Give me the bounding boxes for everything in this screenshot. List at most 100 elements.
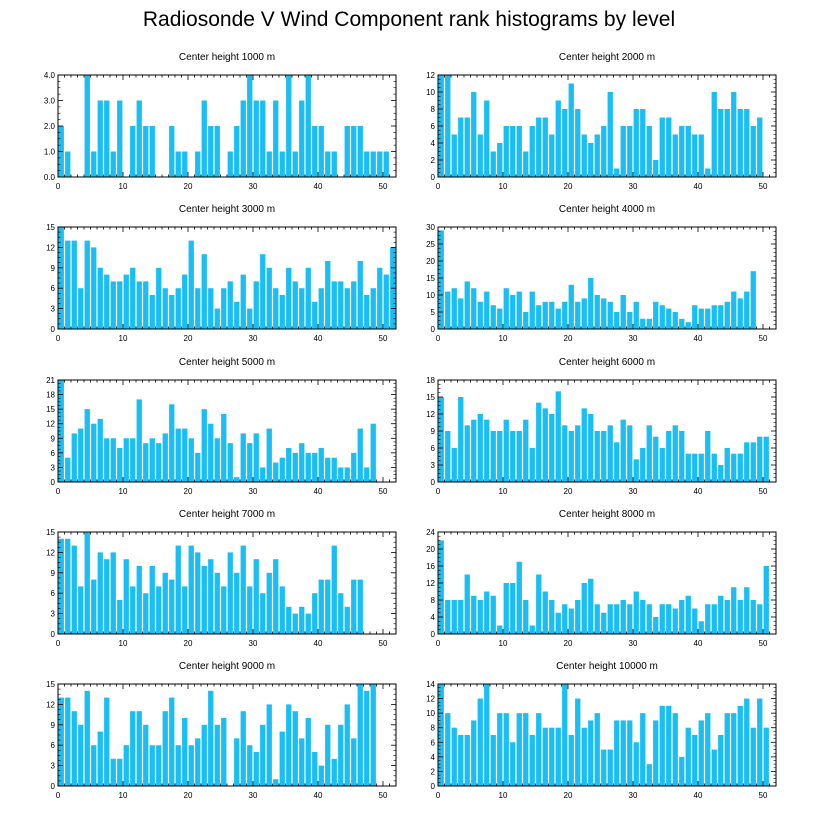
bar xyxy=(169,295,175,329)
bar xyxy=(195,151,201,177)
bar xyxy=(692,608,698,634)
x-tick-label: 20 xyxy=(184,639,193,648)
y-tick-label: 9 xyxy=(51,721,56,730)
bar xyxy=(672,608,678,634)
x-tick-label: 10 xyxy=(499,334,508,343)
bar xyxy=(477,698,483,786)
bar xyxy=(562,109,568,177)
bar xyxy=(97,100,103,177)
bar xyxy=(633,459,639,482)
bar xyxy=(445,431,451,482)
x-tick-label: 0 xyxy=(436,639,441,648)
bar xyxy=(484,291,490,329)
bar xyxy=(130,711,136,786)
bar xyxy=(279,586,285,634)
bar xyxy=(156,586,162,634)
bar xyxy=(130,438,136,482)
bar xyxy=(581,134,587,177)
bar xyxy=(568,83,574,177)
bar xyxy=(484,684,490,786)
bar xyxy=(523,600,529,634)
bar xyxy=(588,578,594,634)
x-tick-label: 10 xyxy=(119,487,128,496)
y-tick-label: 3 xyxy=(51,305,56,314)
bar xyxy=(123,745,129,786)
bar xyxy=(555,391,561,482)
bar xyxy=(351,281,357,329)
bar xyxy=(149,295,155,329)
bar xyxy=(351,452,357,482)
bar xyxy=(351,738,357,786)
bar xyxy=(698,308,704,329)
y-tick-label: 18 xyxy=(426,376,435,385)
bar xyxy=(260,724,266,786)
bar xyxy=(685,595,691,634)
y-tick-label: 0 xyxy=(51,325,56,334)
bar xyxy=(208,559,214,634)
x-tick-label: 40 xyxy=(694,334,703,343)
bar xyxy=(318,765,324,786)
bar xyxy=(175,745,181,786)
bar xyxy=(471,92,477,177)
y-tick-label: 2 xyxy=(431,156,436,165)
bar xyxy=(640,109,646,177)
bar xyxy=(221,288,227,329)
y-tick-label: 20 xyxy=(426,545,435,554)
bar xyxy=(731,587,737,634)
y-tick-label: 0 xyxy=(431,173,436,182)
bar xyxy=(344,704,350,786)
bar xyxy=(357,261,363,329)
bar xyxy=(175,288,181,329)
bar xyxy=(260,593,266,634)
x-tick-label: 0 xyxy=(436,791,441,800)
bar xyxy=(240,433,246,482)
bar xyxy=(162,572,168,634)
y-tick-label: 10 xyxy=(426,291,435,300)
bar xyxy=(607,604,613,634)
bar xyxy=(516,713,522,786)
bar xyxy=(208,690,214,786)
bar xyxy=(750,442,756,482)
bar xyxy=(705,431,711,482)
x-tick-label: 40 xyxy=(314,487,323,496)
bar xyxy=(627,425,633,482)
panel-3: Center height 3000 m 0 10 20 30 40 50 0 3 6 9 12 15 xyxy=(46,204,397,343)
y-tick-label: 12 xyxy=(46,243,55,252)
x-tick-label: 0 xyxy=(56,639,61,648)
bar xyxy=(685,126,691,177)
bar xyxy=(666,604,672,634)
bar xyxy=(240,100,246,177)
bar xyxy=(97,418,103,482)
x-tick-label: 40 xyxy=(694,639,703,648)
bar xyxy=(338,724,344,786)
x-tick-label: 10 xyxy=(499,487,508,496)
bar xyxy=(555,308,561,329)
bar xyxy=(724,713,730,786)
bar xyxy=(568,431,574,482)
x-tick-label: 30 xyxy=(249,334,258,343)
bar xyxy=(299,100,305,177)
x-tick-label: 50 xyxy=(379,639,388,648)
bar xyxy=(633,742,639,786)
bar xyxy=(84,240,90,329)
bar xyxy=(503,288,509,329)
bar xyxy=(763,727,769,786)
bar xyxy=(523,151,529,177)
bar xyxy=(458,735,464,786)
bar xyxy=(614,442,620,482)
y-tick-label: 16 xyxy=(426,562,435,571)
x-tick-label: 20 xyxy=(184,487,193,496)
bar xyxy=(78,428,84,482)
x-tick-label: 10 xyxy=(119,182,128,191)
bar xyxy=(685,453,691,482)
bar xyxy=(279,151,285,177)
bar xyxy=(594,295,600,329)
x-tick-label: 30 xyxy=(629,487,638,496)
bar xyxy=(357,428,363,482)
bar xyxy=(620,720,626,786)
y-tick-label: 6 xyxy=(51,589,56,598)
x-tick-label: 10 xyxy=(119,334,128,343)
bar xyxy=(143,724,149,786)
bar xyxy=(464,574,470,634)
bar xyxy=(370,151,376,177)
